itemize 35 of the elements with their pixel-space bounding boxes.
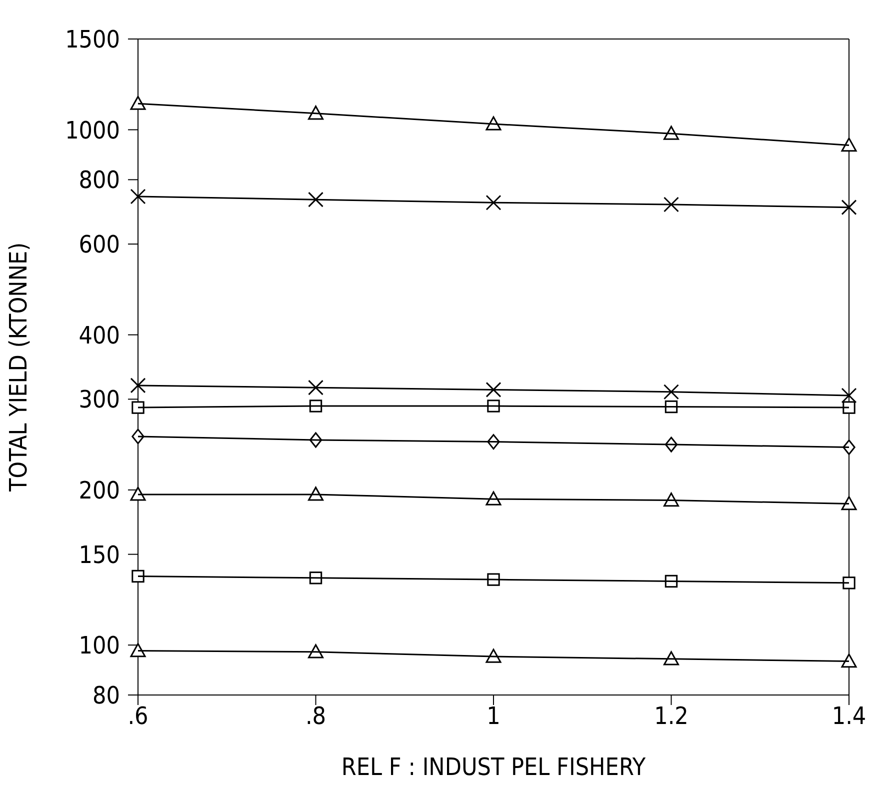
point <box>308 192 324 208</box>
y-tick-label: 400 <box>78 321 120 350</box>
x-tick-label: .6 <box>128 702 148 730</box>
point <box>664 196 679 212</box>
y-tick-label: 80 <box>92 682 120 710</box>
point <box>841 200 857 216</box>
x-tick-label: .8 <box>305 702 326 730</box>
point <box>842 401 856 414</box>
x-tick-label: 1.2 <box>654 702 688 730</box>
point <box>842 576 856 590</box>
point <box>132 401 144 414</box>
y-tick-label: 100 <box>78 632 120 660</box>
y-tick-label: 800 <box>78 166 120 194</box>
point <box>841 654 857 668</box>
y-axis-title: TOTAL YIELD (KTONNE) <box>4 242 33 493</box>
point <box>841 138 857 152</box>
x-tick-label: 1.4 <box>832 702 866 730</box>
point <box>130 188 146 204</box>
y-tick-label: 200 <box>78 476 120 504</box>
point <box>132 570 144 583</box>
point <box>130 378 146 394</box>
point <box>308 380 324 396</box>
x-tick-label: 1 <box>486 702 500 730</box>
y-tick-label: 1500 <box>65 26 120 54</box>
point <box>842 440 856 456</box>
point <box>486 382 502 398</box>
x-axis-title: REL F : INDUST PEL FISHERY <box>341 753 646 781</box>
y-tick-label: 600 <box>78 230 120 259</box>
y-tick-label: 1000 <box>65 116 120 144</box>
y-tick-label: 150 <box>78 540 120 569</box>
point <box>841 496 857 510</box>
y-tick-label: 300 <box>78 386 120 414</box>
point <box>841 388 857 404</box>
point <box>486 194 502 210</box>
point <box>664 384 679 400</box>
